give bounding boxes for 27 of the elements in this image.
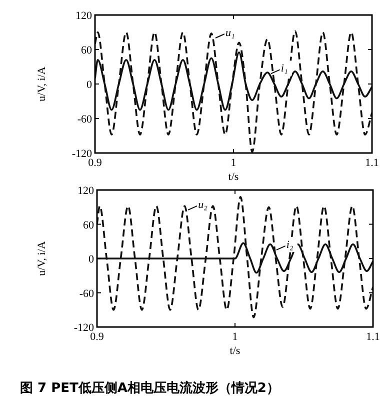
x-axis-title: t/s — [228, 171, 239, 183]
x-tick-label: 1 — [232, 331, 238, 343]
caption: 图 7 PET低压侧A相电压电流波形（情况2） — [20, 380, 280, 396]
y-tick-label: -60 — [77, 114, 92, 126]
annotation: u₁ — [225, 27, 235, 39]
y-tick-label: 60 — [81, 44, 92, 56]
y-tick-label: 0 — [86, 79, 92, 91]
y-tick-label: 60 — [83, 219, 94, 232]
x-axis-title: t/s — [230, 345, 240, 357]
annotation: i₂ — [286, 238, 294, 251]
y-tick-label: 0 — [88, 254, 94, 266]
y-axis-title: u/V, i/A — [36, 66, 48, 102]
x-tick-label: 0.9 — [88, 157, 102, 169]
x-tick-label: 0.9 — [90, 331, 104, 343]
y-tick-label: 120 — [78, 185, 94, 197]
x-tick-label: 1.1 — [366, 331, 380, 343]
annotation: u₂ — [198, 198, 208, 211]
y-tick-label: -60 — [79, 288, 94, 300]
annotation: i₁ — [280, 62, 288, 75]
x-tick-label: 1 — [230, 157, 236, 169]
y-tick-label: 120 — [76, 10, 92, 22]
x-tick-label: 1.1 — [365, 157, 379, 169]
y-axis-title: u/V, i/A — [36, 241, 48, 276]
line-series — [97, 196, 373, 318]
line-series — [95, 30, 372, 153]
y-tick-label: -120 — [74, 322, 94, 334]
y-tick-label: -120 — [72, 148, 92, 160]
